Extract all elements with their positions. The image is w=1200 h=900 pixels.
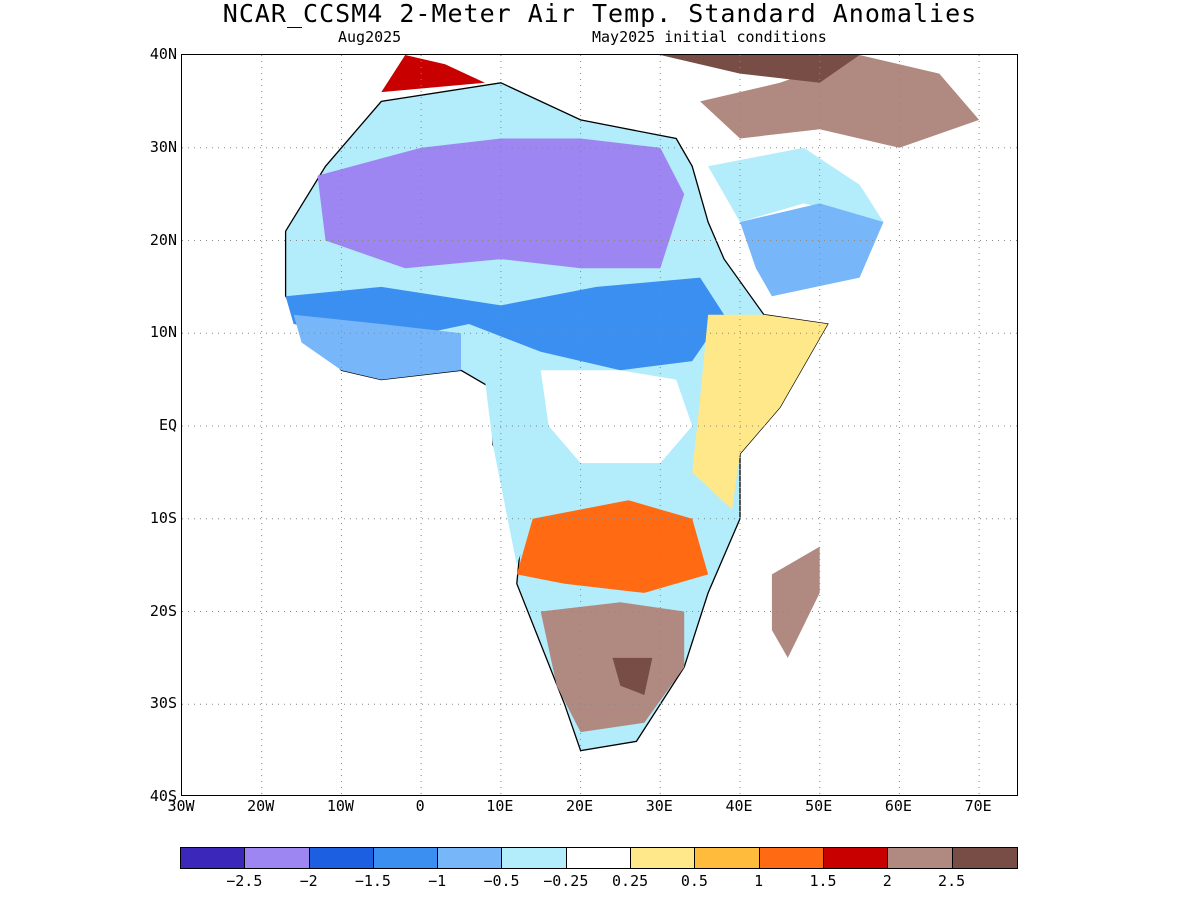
latitude-label: 20N (149, 230, 177, 249)
latitude-label: 30N (149, 137, 177, 156)
colorbar-label: −0.5 (483, 872, 520, 890)
map-title: NCAR_CCSM4 2-Meter Air Temp. Standard An… (222, 0, 978, 28)
anomaly-region (484, 379, 541, 566)
colorbar-label: 1 (754, 872, 764, 890)
longitude-label: 60E (884, 797, 912, 815)
colorbar-swatch (181, 848, 246, 868)
colorbar (180, 847, 1018, 869)
colorbar-label: 0.25 (612, 872, 649, 890)
anomaly-region (285, 277, 725, 371)
gridlines (182, 55, 1017, 795)
longitude-label: 0 (415, 797, 425, 815)
anomaly-region (708, 147, 884, 222)
colorbar-swatch (631, 848, 696, 868)
anomaly-region (771, 546, 820, 658)
colorbar-label: −2 (299, 872, 318, 890)
latitude-label: 20S (149, 601, 177, 620)
land-regions (284, 55, 980, 752)
anomaly-region (660, 55, 860, 83)
colorbar-label: 2.5 (938, 872, 966, 890)
colorbar-swatch (566, 848, 632, 868)
latitude-label: 30S (149, 694, 177, 713)
longitude-label: 50E (805, 797, 833, 815)
anomaly-region (540, 370, 693, 464)
colorbar-label: −1 (428, 872, 447, 890)
colorbar-swatch (823, 848, 889, 868)
latitude-label: 10S (149, 508, 177, 527)
colorbar-swatch (245, 848, 310, 868)
colorbar-swatch (952, 848, 1017, 868)
initial-conditions: May2025 initial conditions (592, 28, 827, 46)
latitude-label: EQ (158, 416, 177, 434)
colorbar-swatch (888, 848, 953, 868)
colorbar-label: 1.5 (809, 872, 837, 890)
longitude-label: 30E (645, 797, 673, 815)
anomaly-region (700, 55, 980, 148)
colorbar-label: 0.5 (680, 872, 708, 890)
colorbar-swatch (438, 848, 503, 868)
anomaly-region (317, 138, 685, 269)
anomaly-map (182, 55, 1017, 795)
longitude-label: 10W (326, 797, 354, 815)
forecast-month: Aug2025 (338, 28, 402, 46)
anomaly-region (612, 657, 653, 695)
colorbar-swatch (695, 848, 760, 868)
latitude-label: 10N (149, 323, 177, 342)
map-plot (181, 54, 1018, 796)
longitude-label: 70E (964, 797, 992, 815)
longitude-label: 30W (167, 797, 195, 815)
anomaly-region (381, 55, 485, 93)
anomaly-region (540, 602, 685, 733)
colorbar-label: −1.5 (354, 872, 391, 890)
colorbar-swatch (502, 848, 567, 868)
anomaly-region (293, 314, 461, 380)
longitude-label: 10E (486, 797, 514, 815)
longitude-label: 40E (725, 797, 753, 815)
colorbar-swatch (759, 848, 824, 868)
colorbar-swatch (373, 848, 439, 868)
anomaly-region (692, 314, 828, 510)
colorbar-swatch (309, 848, 374, 868)
longitude-label: 20E (566, 797, 594, 815)
latitude-label: 40N (149, 45, 177, 63)
anomaly-region (740, 203, 884, 297)
longitude-label: 20W (247, 797, 275, 815)
colorbar-label: 2 (882, 872, 892, 890)
colorbar-label: −0.25 (543, 872, 589, 890)
colorbar-label: −2.5 (226, 872, 263, 890)
latitude-label: 40S (149, 787, 177, 805)
